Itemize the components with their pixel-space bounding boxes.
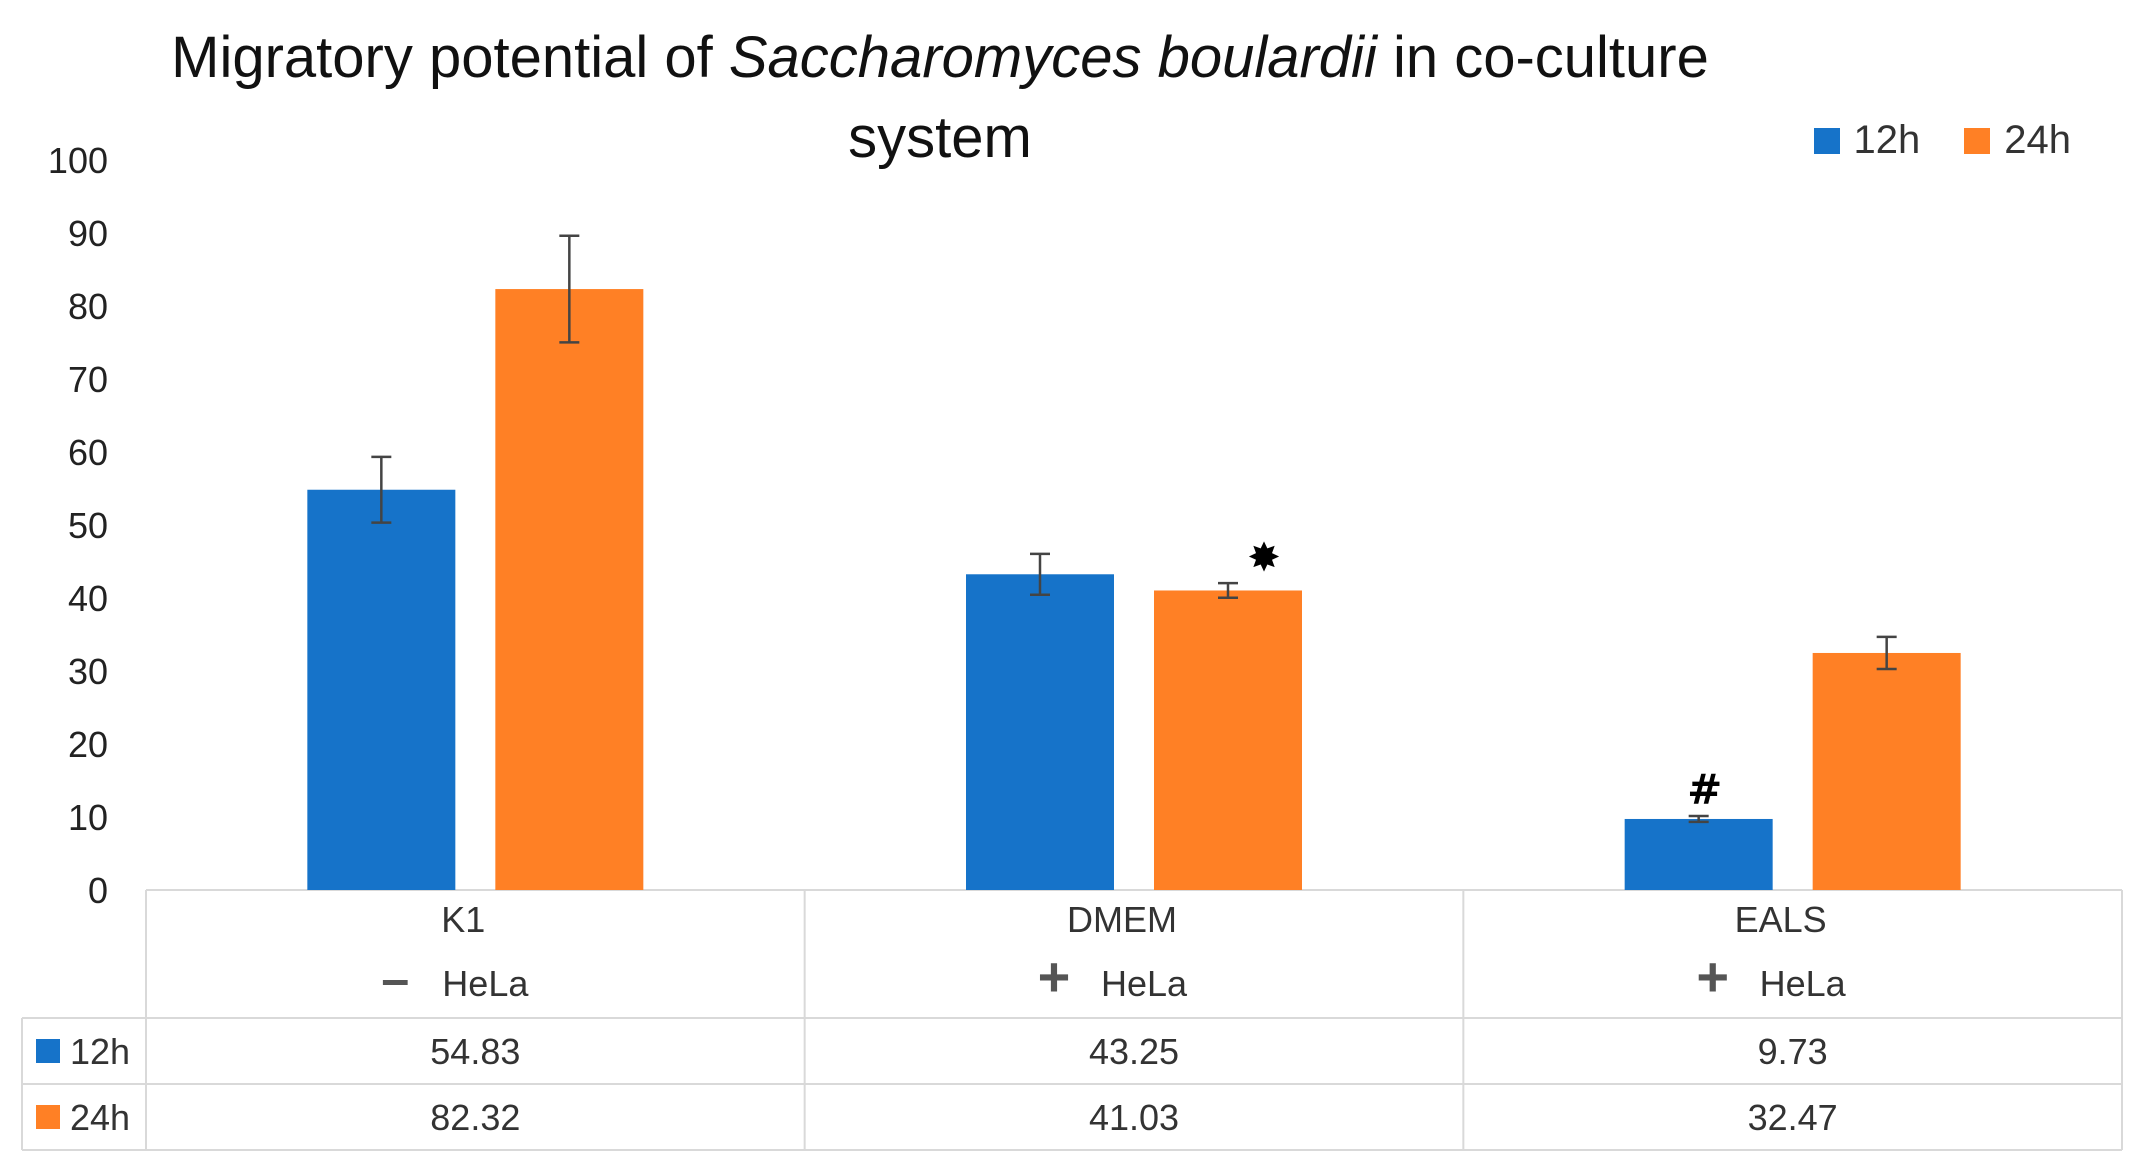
y-tick-label: 50 <box>68 505 108 546</box>
y-tick-label: 100 <box>48 140 108 181</box>
y-tick-label: 70 <box>68 359 108 400</box>
category-label: K1 <box>441 899 485 940</box>
legend-swatch-24h <box>1964 127 1991 154</box>
y-tick-label: 60 <box>68 432 108 473</box>
hela-sign: + <box>1038 945 1071 1008</box>
bar-12h-EALS <box>1624 818 1773 890</box>
title-line-2: system <box>848 105 1032 170</box>
hela-label: HeLa <box>1760 963 1847 1004</box>
y-tick-label: 40 <box>68 578 108 619</box>
table-value-24h-EALS: 32.47 <box>1748 1097 1838 1138</box>
hela-label: HeLa <box>1101 963 1188 1004</box>
significance-annotation: ✸ <box>1247 535 1281 581</box>
table-row-label-24h: 24h <box>70 1097 130 1138</box>
y-tick-label: 0 <box>88 870 108 911</box>
chart-title: Migratory potential of Saccharomyces bou… <box>171 25 1709 170</box>
bar-24h-DMEM <box>1154 590 1302 890</box>
y-tick-label: 90 <box>68 213 108 254</box>
table-value-24h-K1: 82.32 <box>430 1097 520 1138</box>
legend-swatch-12h <box>1813 127 1840 154</box>
category-label: DMEM <box>1067 899 1177 940</box>
bar-24h-K1 <box>495 289 644 891</box>
y-tick-label: 20 <box>68 724 108 765</box>
legend-label-12h: 12h <box>1853 118 1921 162</box>
category-label: EALS <box>1735 899 1827 940</box>
title-species: Saccharomyces boulardii <box>728 25 1377 90</box>
table-value-12h-K1: 54.83 <box>430 1031 520 1072</box>
y-tick-label: 30 <box>68 651 108 692</box>
table-value-12h-EALS: 9.73 <box>1758 1031 1828 1072</box>
significance-annotation: # <box>1687 765 1722 814</box>
table-key-swatch-24h <box>36 1105 60 1129</box>
hela-label: HeLa <box>442 963 529 1004</box>
legend-label-24h: 24h <box>2004 118 2071 162</box>
hela-sign: + <box>1696 945 1729 1008</box>
legend-item-24h: 24h <box>1964 118 2071 163</box>
bar-24h-EALS <box>1812 652 1961 890</box>
legend-item-12h: 12h <box>1813 118 1921 163</box>
y-tick-label: 10 <box>68 797 108 838</box>
table-key-swatch-12h <box>36 1039 60 1063</box>
y-tick-label: 80 <box>68 286 108 327</box>
table-row-label-12h: 12h <box>70 1031 130 1072</box>
table-value-12h-DMEM: 43.25 <box>1089 1031 1179 1072</box>
bar-12h-DMEM <box>966 574 1114 890</box>
table-value-24h-DMEM: 41.03 <box>1089 1097 1179 1138</box>
bar-12h-K1 <box>307 489 456 890</box>
chart-legend: 12h 24h <box>1813 118 2071 163</box>
hela-sign: – <box>381 951 409 1007</box>
